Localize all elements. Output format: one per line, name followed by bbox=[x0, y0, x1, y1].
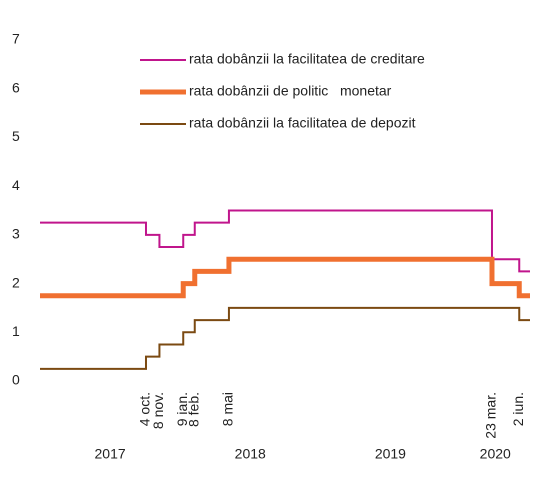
y-tick-label: 2 bbox=[12, 274, 20, 290]
x-tick-label: 8 nov. bbox=[150, 392, 166, 429]
y-tick-label: 0 bbox=[12, 372, 20, 388]
series-line bbox=[40, 306, 530, 370]
legend-label: rata dobânzii de politic monetar bbox=[189, 83, 392, 99]
year-label: 2018 bbox=[235, 446, 266, 462]
legend-label: rata dobânzii la facilitatea de depozit bbox=[189, 115, 416, 131]
y-tick-label: 6 bbox=[12, 79, 20, 95]
year-label: 2020 bbox=[480, 446, 511, 462]
y-tick-label: 7 bbox=[12, 31, 20, 47]
y-tick-label: 5 bbox=[12, 128, 20, 144]
y-tick-label: 1 bbox=[12, 323, 20, 339]
x-tick-label: 8 feb. bbox=[185, 392, 201, 427]
y-tick-label: 4 bbox=[12, 177, 20, 193]
year-label: 2017 bbox=[95, 446, 126, 462]
series-line bbox=[40, 256, 530, 299]
x-tick-label: 4 oct. bbox=[137, 392, 153, 426]
x-tick-label: 8 mai bbox=[220, 392, 236, 426]
legend-label: rata dobânzii la facilitatea de creditar… bbox=[189, 51, 425, 67]
x-tick-label: 2 iun. bbox=[510, 392, 526, 426]
y-tick-label: 3 bbox=[12, 226, 20, 242]
year-label: 2019 bbox=[375, 446, 406, 462]
x-tick-label: 23 mar. bbox=[483, 392, 499, 439]
x-tick-label: 9 ian. bbox=[174, 392, 190, 426]
series-line bbox=[40, 209, 530, 273]
